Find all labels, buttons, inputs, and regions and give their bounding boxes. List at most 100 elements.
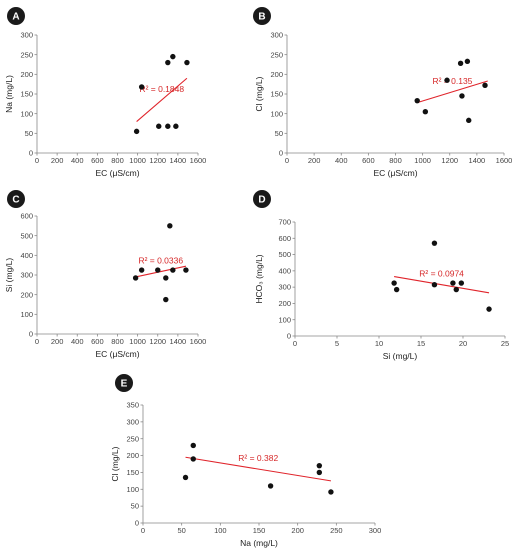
panel-badge-label: E	[121, 379, 128, 390]
y-tick-label: 700	[278, 218, 291, 227]
y-axis-label: Cl (mg/L)	[254, 76, 264, 111]
panel-badge	[253, 190, 271, 208]
x-tick-label: 1200	[441, 156, 458, 165]
data-point	[464, 58, 471, 65]
x-tick-label: 1600	[190, 337, 207, 346]
panel-badge-label: B	[258, 12, 265, 23]
x-tick-label: 25	[501, 339, 509, 348]
data-point	[170, 53, 176, 60]
y-tick-label: 0	[279, 149, 283, 158]
x-axis-label: EC (μS/cm)	[95, 168, 139, 178]
data-point	[173, 123, 179, 129]
data-point	[316, 469, 323, 476]
x-tick-label: 1600	[496, 156, 513, 165]
data-point	[163, 275, 169, 281]
y-tick-label: 0	[287, 332, 291, 341]
y-tick-label: 200	[20, 70, 33, 79]
data-point	[459, 93, 465, 99]
y-axis-label: HCO₃ (mg/L)	[254, 254, 264, 303]
y-tick-label: 600	[20, 212, 33, 221]
y-tick-label: 50	[275, 129, 283, 138]
x-tick-label: 1200	[149, 337, 166, 346]
x-tick-label: 200	[51, 337, 64, 346]
y-tick-label: 200	[278, 299, 291, 308]
x-tick-label: 300	[369, 526, 382, 535]
data-point	[182, 474, 189, 481]
data-point	[163, 296, 169, 303]
x-tick-label: 800	[111, 337, 124, 346]
x-tick-label: 1000	[414, 156, 431, 165]
data-point	[132, 275, 139, 281]
y-tick-label: 300	[278, 283, 291, 292]
x-tick-label: 50	[177, 526, 185, 535]
y-tick-label: 300	[126, 417, 139, 426]
x-tick-label: 1200	[149, 156, 166, 165]
x-tick-label: 200	[51, 156, 64, 165]
x-tick-label: 1000	[129, 156, 146, 165]
y-tick-label: 150	[20, 90, 33, 99]
y-tick-label: 250	[270, 50, 283, 59]
x-tick-label: 0	[285, 156, 289, 165]
data-point	[184, 59, 190, 66]
panel-badge-label: C	[12, 195, 19, 206]
data-point	[156, 123, 162, 129]
x-tick-label: 800	[389, 156, 402, 165]
y-axis-label: Na (mg/L)	[4, 75, 14, 113]
x-tick-label: 600	[91, 337, 104, 346]
x-tick-label: 1000	[129, 337, 146, 346]
r-squared-label: R² = 0.0336	[138, 256, 183, 266]
r-squared-label: R² = 0.1848	[139, 84, 184, 94]
y-tick-label: 500	[20, 231, 33, 240]
panel-b: 0 200 400 600 800 1000 1200 1400 1600 0 50 100 150 20…	[253, 7, 512, 178]
y-tick-label: 100	[20, 109, 33, 118]
data-point	[457, 60, 464, 67]
trendline	[185, 456, 332, 482]
data-point	[316, 462, 323, 469]
y-tick-label: 350	[126, 401, 139, 410]
y-tick-label: 50	[131, 502, 139, 511]
y-axis-label: Si (mg/L)	[4, 258, 14, 293]
x-tick-label: 400	[71, 156, 84, 165]
r-squared-label: R² = 0.135	[432, 76, 472, 86]
trendline	[136, 77, 188, 122]
y-tick-label: 50	[25, 129, 33, 138]
data-point	[165, 59, 171, 66]
x-axis-label: Na (mg/L)	[240, 538, 278, 548]
panel-badge	[7, 190, 25, 208]
x-tick-label: 400	[335, 156, 348, 165]
x-tick-label: 600	[362, 156, 375, 165]
trendline	[135, 265, 187, 278]
panel-badge-label: D	[258, 195, 265, 206]
panel-badge-label: A	[12, 12, 19, 23]
y-tick-label: 100	[126, 485, 139, 494]
data-point	[482, 82, 488, 89]
data-point	[170, 267, 176, 273]
x-tick-label: 150	[253, 526, 266, 535]
x-axis-label: EC (μS/cm)	[95, 349, 139, 359]
x-tick-label: 0	[35, 337, 39, 346]
data-point	[183, 267, 189, 273]
data-point	[453, 286, 459, 293]
data-point	[190, 456, 196, 462]
x-tick-label: 600	[91, 156, 104, 165]
x-tick-label: 800	[111, 156, 124, 165]
x-tick-label: 1600	[190, 156, 207, 165]
y-tick-label: 250	[126, 434, 139, 443]
y-tick-label: 300	[20, 271, 33, 280]
data-point	[422, 109, 429, 115]
data-point	[328, 489, 334, 495]
x-tick-label: 0	[141, 526, 145, 535]
y-tick-label: 0	[29, 149, 33, 158]
y-axis-label: Cl (mg/L)	[110, 446, 120, 481]
x-tick-label: 100	[214, 526, 227, 535]
x-tick-label: 250	[330, 526, 343, 535]
y-tick-label: 0	[29, 330, 33, 339]
data-point	[267, 483, 274, 489]
y-tick-label: 150	[126, 468, 139, 477]
x-axis-label: EC (μS/cm)	[373, 168, 417, 178]
data-point	[190, 442, 196, 449]
panel-d: 0 5 10 15 20 25 0 100 200 300 400 500 600 700 Si (mg/L…	[253, 190, 509, 361]
data-point	[466, 117, 472, 124]
panel-badge	[253, 7, 271, 25]
